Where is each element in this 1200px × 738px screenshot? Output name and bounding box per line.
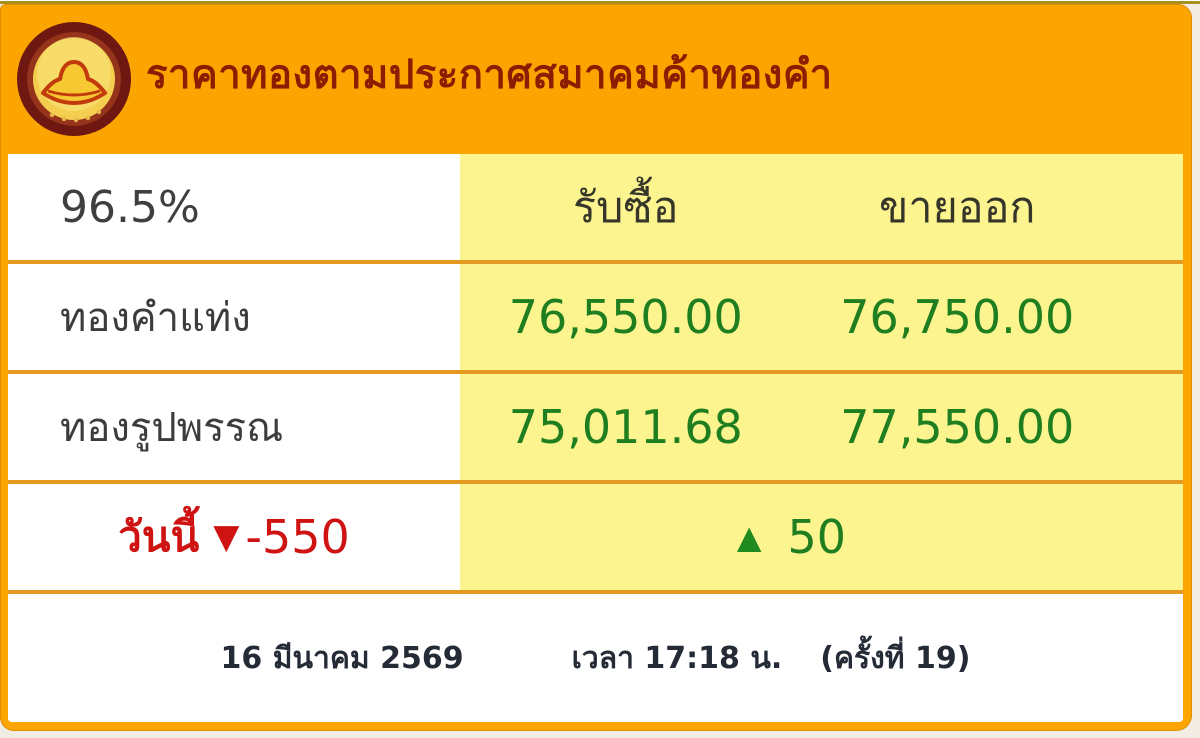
gold-bar-label-cell: ทองคำแท่ง [8, 264, 460, 370]
column-header-buy: รับซื้อ [573, 183, 679, 233]
gold-price-widget[interactable]: ราคาทองตามประกาศสมาคมค้าทองคำ 96.5% รับซ… [0, 4, 1192, 731]
price-table: 96.5% รับซื้อ ขายออก ทองคำแท่ง 76,550.00… [8, 154, 1183, 722]
widget-header: ราคาทองตามประกาศสมาคมค้าทองคำ [8, 4, 1183, 154]
purity-cell: 96.5% [8, 154, 460, 260]
gold-ornament-buy-price: 75,011.68 [508, 400, 743, 454]
table-row-gold-ornament: ทองรูปพรรณ 75,011.68 77,550.00 [8, 374, 1183, 484]
column-header-sell: ขายออก [879, 183, 1036, 233]
gold-traders-association-logo-icon [17, 22, 131, 136]
arrow-down-icon: ▼ [213, 517, 240, 557]
gold-ornament-label-cell: ทองรูปพรรณ [8, 374, 460, 480]
gold-ornament-sell-price: 77,550.00 [840, 400, 1075, 454]
table-header-row: 96.5% รับซื้อ ขายออก [8, 154, 1183, 264]
arrow-up-icon: ▲ [736, 518, 762, 556]
footer-time: เวลา 17:18 น. [571, 640, 783, 676]
widget-title: ราคาทองตามประกาศสมาคมค้าทองคำ [146, 52, 833, 98]
gold-bar-buy-price: 76,550.00 [508, 290, 743, 344]
column-headers: รับซื้อ ขายออก [460, 154, 1183, 260]
purity-label: 96.5% [60, 181, 200, 233]
today-label: วันนี้ [118, 512, 200, 561]
table-row-gold-bar: ทองคำแท่ง 76,550.00 76,750.00 [8, 264, 1183, 374]
sell-change-cell: ▲ 50 [460, 484, 1183, 590]
table-row-today-change: วันนี้ ▼ -550 ▲ 50 [8, 484, 1183, 594]
gold-bar-label: ทองคำแท่ง [60, 295, 251, 341]
today-change-cell: วันนี้ ▼ -550 [8, 484, 460, 590]
gold-bar-sell-price: 76,750.00 [840, 290, 1075, 344]
page-top-gold-line [0, 1, 1200, 4]
footer: 16 มีนาคม 2569 เวลา 17:18 น. (ครั้งที่ 1… [8, 594, 1183, 722]
today-change-value: -550 [245, 510, 350, 564]
footer-round: (ครั้งที่ 19) [820, 640, 971, 676]
sell-change-value: 50 [787, 510, 847, 564]
gold-ornament-label: ทองรูปพรรณ [60, 405, 284, 451]
footer-date: 16 มีนาคม 2569 [220, 640, 464, 676]
page-top-white-line [0, 0, 1200, 1]
